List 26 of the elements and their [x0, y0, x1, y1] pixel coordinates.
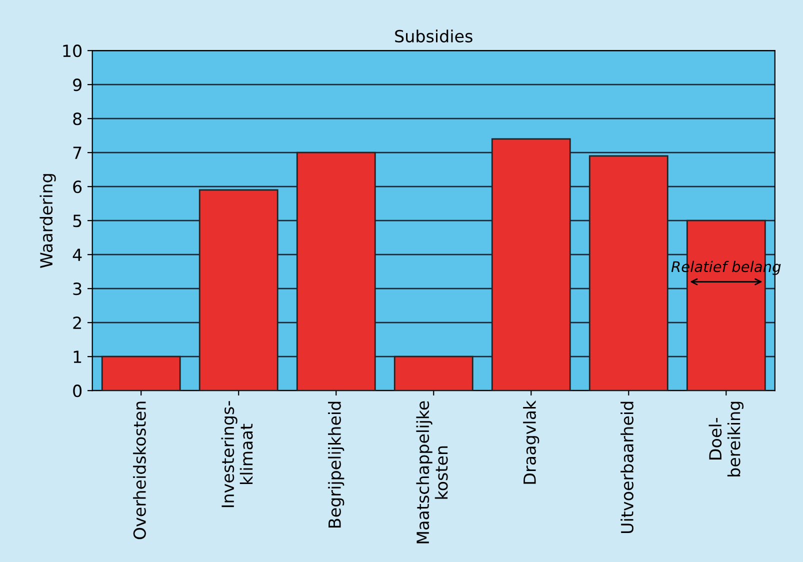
bar: [296, 152, 376, 391]
y-tick-label: 8: [73, 112, 82, 126]
y-tick-label: 5: [73, 214, 82, 228]
bar: [198, 189, 278, 391]
y-tick-label: 1: [74, 350, 82, 363]
y-tick-label: 6: [73, 180, 82, 194]
x-tick-label: Investerings- klimaat: [221, 401, 253, 508]
y-tick-label: 2: [73, 316, 81, 329]
y-tick-label: 4: [72, 248, 82, 261]
x-tick-label: Begrijpelijkheid: [328, 402, 344, 528]
x-tick-label: Overheidskosten: [133, 402, 146, 540]
y-tick-label: 3: [73, 282, 82, 296]
x-tick-label: Draagvlak: [523, 400, 540, 484]
bar: [394, 356, 474, 391]
y-axis-title: Waardering: [40, 174, 56, 268]
x-tick-label: Maatschappelijke kosten: [416, 401, 448, 544]
bar: [101, 356, 181, 391]
y-tick-label: 0: [73, 384, 82, 398]
y-tick-label: 7: [73, 146, 82, 159]
x-tick-label: Doel- bereiking: [708, 402, 744, 476]
chart-title: Subsidies: [395, 30, 472, 42]
y-tick-label: 9: [73, 78, 82, 92]
bar: [588, 155, 668, 391]
y-tick-label: 10: [63, 44, 82, 58]
x-tick-label: Uitvoerbaarheid: [620, 402, 634, 533]
bar: [491, 138, 571, 391]
